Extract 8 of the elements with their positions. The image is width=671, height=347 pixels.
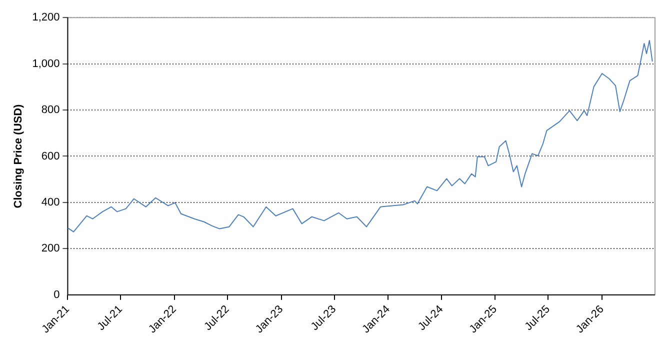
y-axis-title: Closing Price (USD) <box>12 104 25 208</box>
y-tick-label: 0 <box>54 288 60 301</box>
y-tick-label: 600 <box>41 150 60 162</box>
y-tick-label: 400 <box>41 196 60 208</box>
y-tick-label: 1,000 <box>32 58 60 70</box>
y-tick-label: 200 <box>41 242 60 255</box>
y-tick-label: 1,200 <box>32 12 60 24</box>
y-tick-label: 800 <box>41 104 60 116</box>
